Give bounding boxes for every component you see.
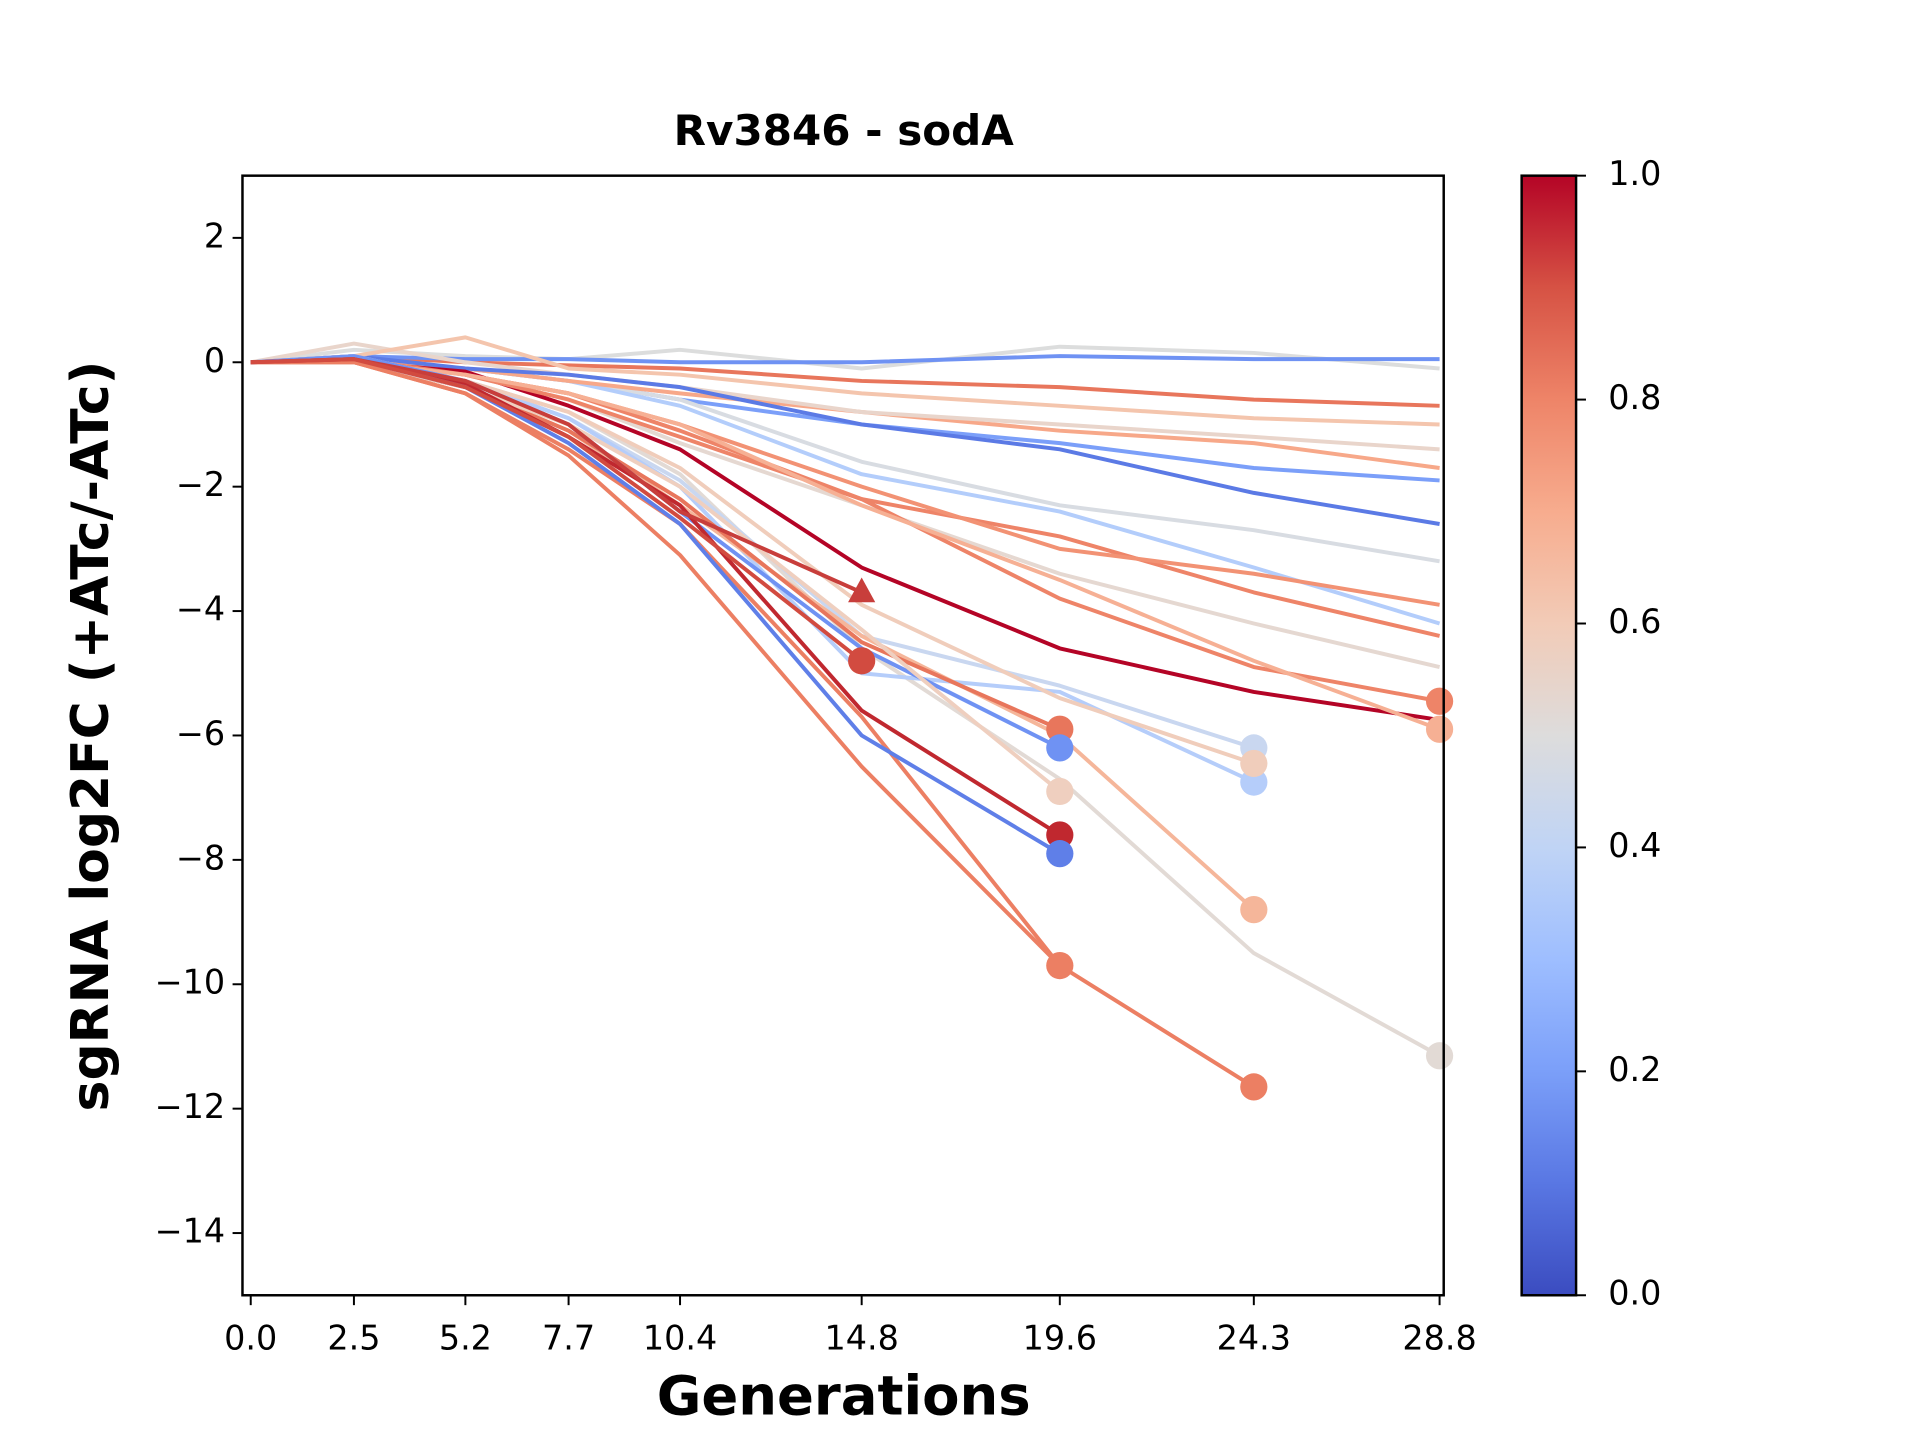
x-tick-label: 28.8 — [1402, 1318, 1476, 1357]
series-line — [250, 357, 1256, 912]
x-tick-label: 2.5 — [327, 1318, 380, 1357]
x-tick-label: 0.0 — [224, 1318, 277, 1357]
colorbar — [1520, 174, 1578, 1297]
marker — [848, 647, 876, 675]
x-tick-label: 10.4 — [643, 1318, 717, 1357]
x-tick-label: 5.2 — [439, 1318, 492, 1357]
marker — [1425, 1042, 1454, 1070]
marker — [1240, 1073, 1268, 1101]
series-line — [250, 344, 1440, 371]
marker — [1046, 777, 1074, 806]
x-axis-label: Generations — [657, 1363, 1031, 1427]
series-line — [250, 354, 1440, 365]
series-line — [250, 354, 1441, 1058]
marker — [1240, 768, 1268, 796]
series-line — [250, 357, 1440, 564]
series-line — [250, 360, 1062, 967]
series-line — [250, 354, 1061, 750]
colorbar-tick-label: 0.0 — [1608, 1274, 1661, 1313]
plot-area — [250, 335, 1454, 1101]
marker — [1240, 749, 1268, 778]
y-tick-label: 2 — [204, 216, 225, 255]
x-tick-label: 24.3 — [1217, 1318, 1291, 1357]
y-tick-label: −10 — [155, 963, 225, 1002]
colorbar-tick-label: 0.4 — [1608, 826, 1661, 865]
marker — [1046, 734, 1074, 762]
marker — [1240, 896, 1268, 924]
y-tick-label: −12 — [155, 1087, 225, 1126]
colorbar-tick-label: 0.2 — [1608, 1050, 1661, 1089]
marker — [1046, 821, 1074, 849]
series-line — [250, 360, 1440, 722]
y-tick-label: −8 — [176, 838, 225, 877]
x-tick-label: 7.7 — [542, 1318, 595, 1357]
marker — [848, 577, 876, 603]
y-tick-label: −14 — [155, 1212, 225, 1251]
y-tick-label: −6 — [176, 714, 225, 753]
marker — [1046, 951, 1074, 980]
series-line — [250, 354, 1440, 526]
marker — [1046, 715, 1074, 743]
y-axis-label: sgRNA log2FC (+ATc/-ATc) — [61, 361, 121, 1112]
series-line — [250, 360, 1255, 1089]
colorbar-tick-label: 0.6 — [1608, 602, 1661, 641]
marker — [1046, 840, 1074, 868]
marker — [1425, 715, 1454, 743]
colorbar-tick-label: 1.0 — [1608, 154, 1661, 193]
x-tick-label: 19.6 — [1023, 1318, 1097, 1357]
marker — [1425, 687, 1454, 715]
series-line — [250, 335, 1440, 427]
series-line — [250, 357, 863, 663]
y-tick-label: −2 — [176, 465, 225, 504]
y-tick-label: −4 — [176, 590, 225, 629]
chart-title: Rv3846 - sodA — [674, 106, 1015, 155]
x-tick-label: 14.8 — [824, 1318, 898, 1357]
y-tick-label: 0 — [204, 341, 225, 380]
colorbar-tick-label: 0.8 — [1608, 378, 1661, 417]
